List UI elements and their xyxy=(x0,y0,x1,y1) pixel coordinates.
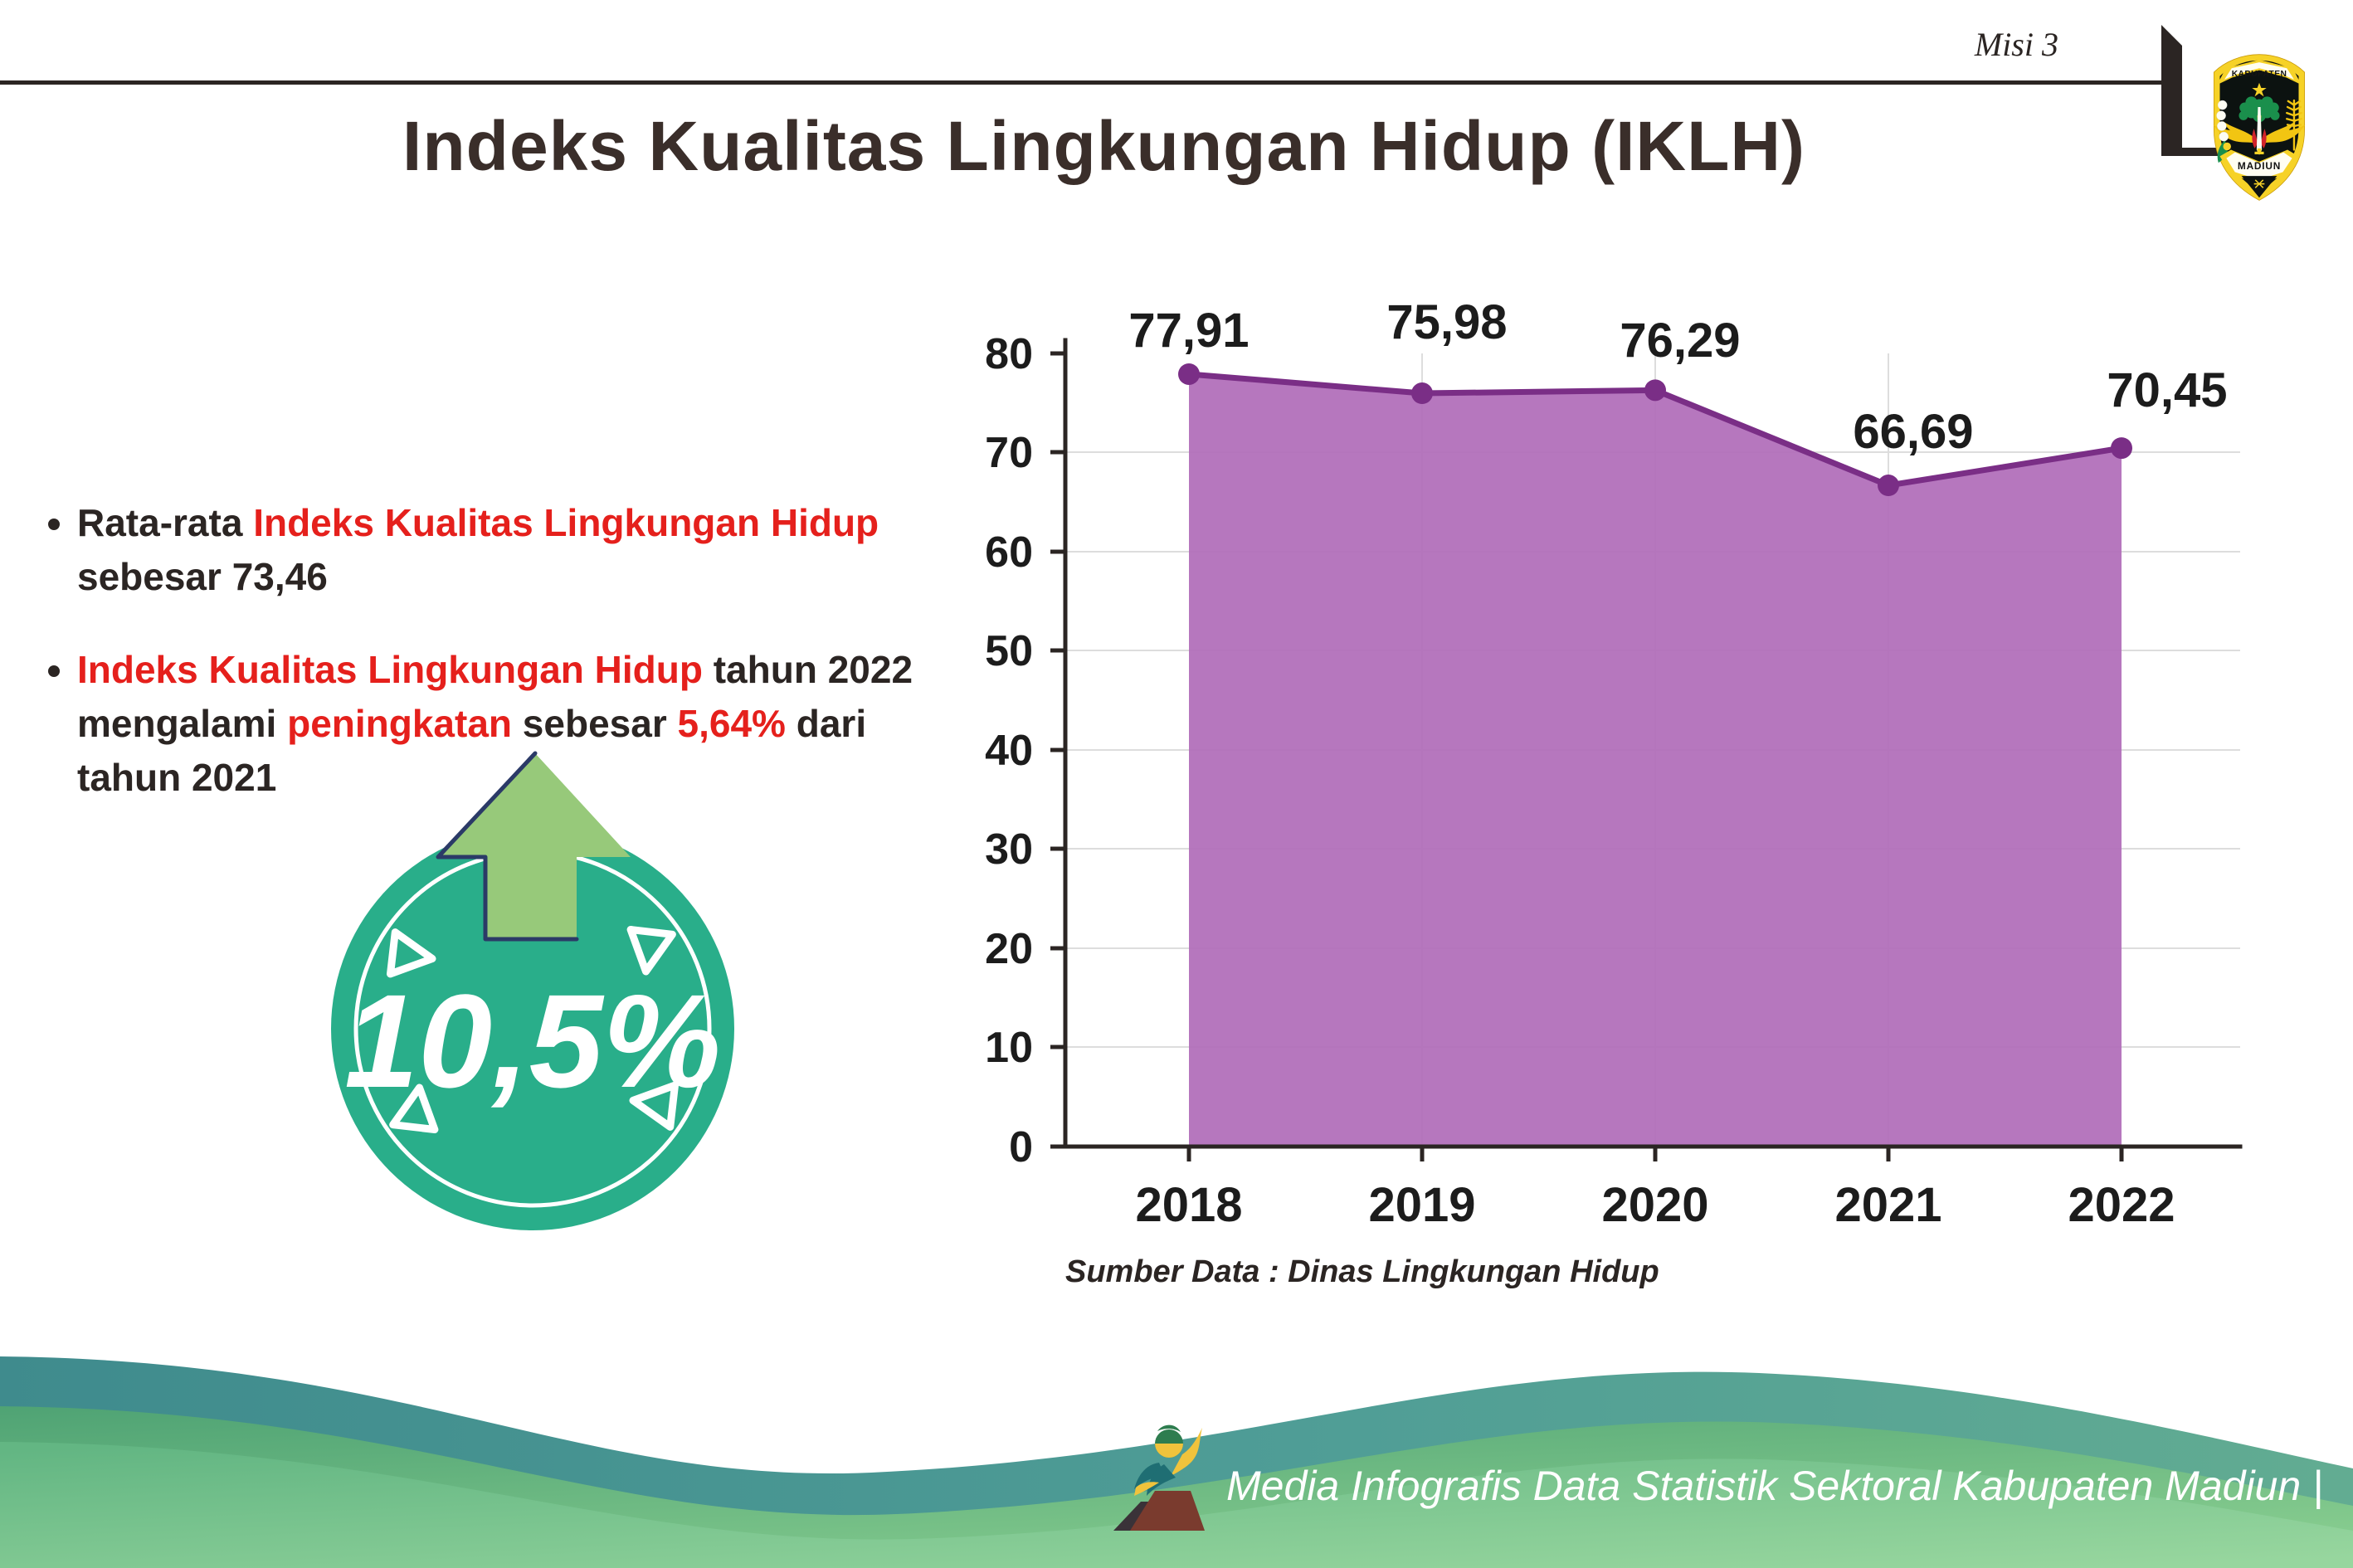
svg-text:60: 60 xyxy=(985,528,1033,577)
svg-text:66,69: 66,69 xyxy=(1853,405,1973,459)
svg-text:70,45: 70,45 xyxy=(2107,363,2227,417)
svg-text:2022: 2022 xyxy=(2068,1178,2175,1232)
svg-text:KABUPATEN: KABUPATEN xyxy=(2232,70,2287,79)
svg-text:40: 40 xyxy=(985,727,1033,775)
svg-text:2019: 2019 xyxy=(1368,1178,1475,1232)
svg-text:76,29: 76,29 xyxy=(1620,314,1740,368)
svg-text:2020: 2020 xyxy=(1601,1178,1708,1232)
svg-text:2021: 2021 xyxy=(1834,1178,1941,1232)
svg-text:2018: 2018 xyxy=(1135,1178,1242,1232)
svg-text:50: 50 xyxy=(985,627,1033,675)
svg-text:Sumber Data : Dinas Lingkungan: Sumber Data : Dinas Lingkungan Hidup xyxy=(1065,1254,1659,1289)
svg-text:75,98: 75,98 xyxy=(1386,295,1507,349)
svg-text:80: 80 xyxy=(985,330,1033,378)
svg-text:Media Infografis Data Statisti: Media Infografis Data Statistik Sektoral… xyxy=(1226,1463,2323,1510)
svg-text:77,91: 77,91 xyxy=(1128,304,1249,358)
svg-text:0: 0 xyxy=(1009,1123,1033,1171)
svg-text:20: 20 xyxy=(985,925,1033,973)
svg-text:70: 70 xyxy=(985,429,1033,477)
svg-text:10: 10 xyxy=(985,1024,1033,1072)
svg-text:30: 30 xyxy=(985,825,1033,874)
svg-text:10,5%: 10,5% xyxy=(344,967,721,1115)
svg-text:MADIUN: MADIUN xyxy=(2238,160,2281,172)
